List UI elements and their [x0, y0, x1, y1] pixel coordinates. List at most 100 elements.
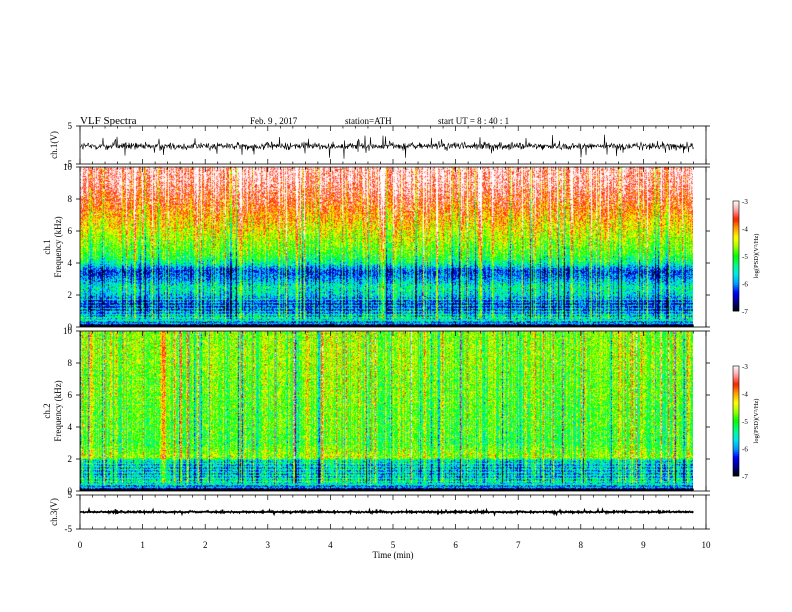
y-tick-label: 2	[68, 290, 73, 300]
figure-title: VLF Spectra	[80, 115, 137, 127]
y-axis-label: ch.2Frequency (kHz)	[42, 380, 63, 441]
x-tick-label: 6	[453, 540, 458, 550]
colorbar-step	[733, 424, 739, 427]
colorbar-step	[733, 448, 739, 451]
colorbar-step	[733, 415, 739, 418]
colorbar-step	[733, 215, 739, 218]
colorbar-step	[733, 402, 739, 405]
colorbar-step	[733, 287, 739, 290]
y-tick-label: 4	[68, 422, 73, 432]
colorbar-step	[733, 444, 739, 448]
ch1-spectrogram-colorbar: -3 -4 -5 -6 -7 log(PSD)(V²/Hz)	[732, 198, 760, 316]
colorbar-step	[733, 210, 739, 213]
colorbar-step	[733, 201, 739, 204]
colorbar-tick-label: -6	[742, 446, 748, 454]
colorbar-step	[733, 446, 739, 449]
colorbar-step	[733, 417, 739, 420]
colorbar-step	[733, 386, 739, 389]
x-tick-label: 8	[579, 540, 584, 550]
colorbar-step	[733, 380, 739, 383]
colorbar-frame	[732, 200, 740, 312]
colorbar-step	[733, 268, 739, 272]
colorbar-tick-label: -3	[742, 198, 748, 206]
colorbar-step	[733, 466, 739, 470]
colorbar-step	[733, 397, 739, 400]
colorbar-step	[733, 223, 739, 226]
colorbar-step	[733, 202, 739, 206]
colorbar-step	[733, 294, 739, 297]
colorbar-step	[733, 472, 739, 475]
colorbar-step	[733, 433, 739, 437]
colorbar-step	[733, 421, 739, 424]
colorbar-step	[733, 226, 739, 229]
colorbar-step	[733, 375, 739, 378]
colorbar-step	[733, 250, 739, 253]
colorbar-step	[733, 461, 739, 464]
colorbar-step	[733, 301, 739, 305]
colorbar-frame	[732, 365, 740, 477]
colorbar-step	[733, 246, 739, 250]
ch3-waveform-trace	[79, 506, 694, 517]
colorbar-step	[733, 389, 739, 393]
y-tick-label: 8	[68, 358, 73, 368]
x-tick-label: 5	[391, 540, 396, 550]
colorbar-step	[733, 426, 739, 429]
x-tick-label: 2	[203, 540, 208, 550]
colorbar-step	[733, 474, 739, 477]
colorbar-step	[733, 373, 739, 376]
y-tick-label: 10	[63, 326, 73, 336]
colorbar-step	[733, 276, 739, 279]
colorbar-step	[733, 235, 739, 239]
colorbar-step	[733, 252, 739, 255]
colorbar-step	[733, 283, 739, 286]
colorbar-tick-label: -4	[742, 391, 748, 399]
y-tick-label: 8	[68, 194, 73, 204]
colorbar-step	[733, 217, 739, 220]
colorbar-step	[733, 204, 739, 207]
colorbar-tick-label: -5	[742, 418, 748, 426]
colorbar-step	[733, 430, 739, 433]
colorbar-step	[733, 435, 739, 438]
colorbar-step	[733, 224, 739, 228]
colorbar-step	[733, 459, 739, 462]
colorbar-label: log(PSD)(V²/Hz)	[753, 234, 760, 279]
colorbar-step	[733, 382, 739, 385]
colorbar-step	[733, 441, 739, 444]
colorbar-step	[733, 408, 739, 411]
colorbar-step	[733, 443, 739, 446]
colorbar-step	[733, 371, 739, 374]
x-tick-label: 7	[516, 540, 521, 550]
colorbar-step	[733, 366, 739, 369]
y-tick-label: 0	[68, 322, 73, 332]
colorbar-tick-label: -3	[742, 363, 748, 371]
y-tick-label: 5	[68, 121, 73, 131]
x-tick-label: 1	[140, 540, 145, 550]
colorbar-step	[733, 232, 739, 235]
colorbar-step	[733, 213, 739, 217]
colorbar-step	[733, 454, 739, 457]
colorbar-step	[733, 274, 739, 277]
y-axis-label-line: ch.1	[42, 239, 52, 254]
colorbar-step	[733, 272, 739, 275]
colorbar-step	[733, 411, 739, 415]
colorbar-step	[733, 219, 739, 222]
ch1-spectrogram-image	[80, 167, 693, 327]
colorbar-step	[733, 245, 739, 248]
colorbar-tick-label: -7	[742, 473, 748, 481]
colorbar-step	[733, 290, 739, 294]
colorbar-step	[733, 452, 739, 455]
colorbar-step	[733, 305, 739, 308]
x-tick-label: 3	[266, 540, 271, 550]
colorbar-step	[733, 404, 739, 407]
colorbar-step	[733, 439, 739, 442]
colorbar-step	[733, 384, 739, 387]
x-tick-label: 4	[328, 540, 333, 550]
ch2-spectrogram-colorbar: -3 -4 -5 -6 -7 log(PSD)(V²/Hz)	[732, 363, 760, 481]
figure-header: VLF Spectra Feb. 9 , 2017 station=ATH st…	[80, 115, 509, 127]
colorbar-step	[733, 278, 739, 281]
colorbar-step	[733, 457, 739, 460]
ch3-waveform-panel: 5 -5 ch.3(V)	[49, 490, 710, 534]
colorbar-step	[733, 428, 739, 431]
colorbar-step	[733, 400, 739, 404]
y-axis-label-line: Frequency (kHz)	[53, 380, 63, 441]
